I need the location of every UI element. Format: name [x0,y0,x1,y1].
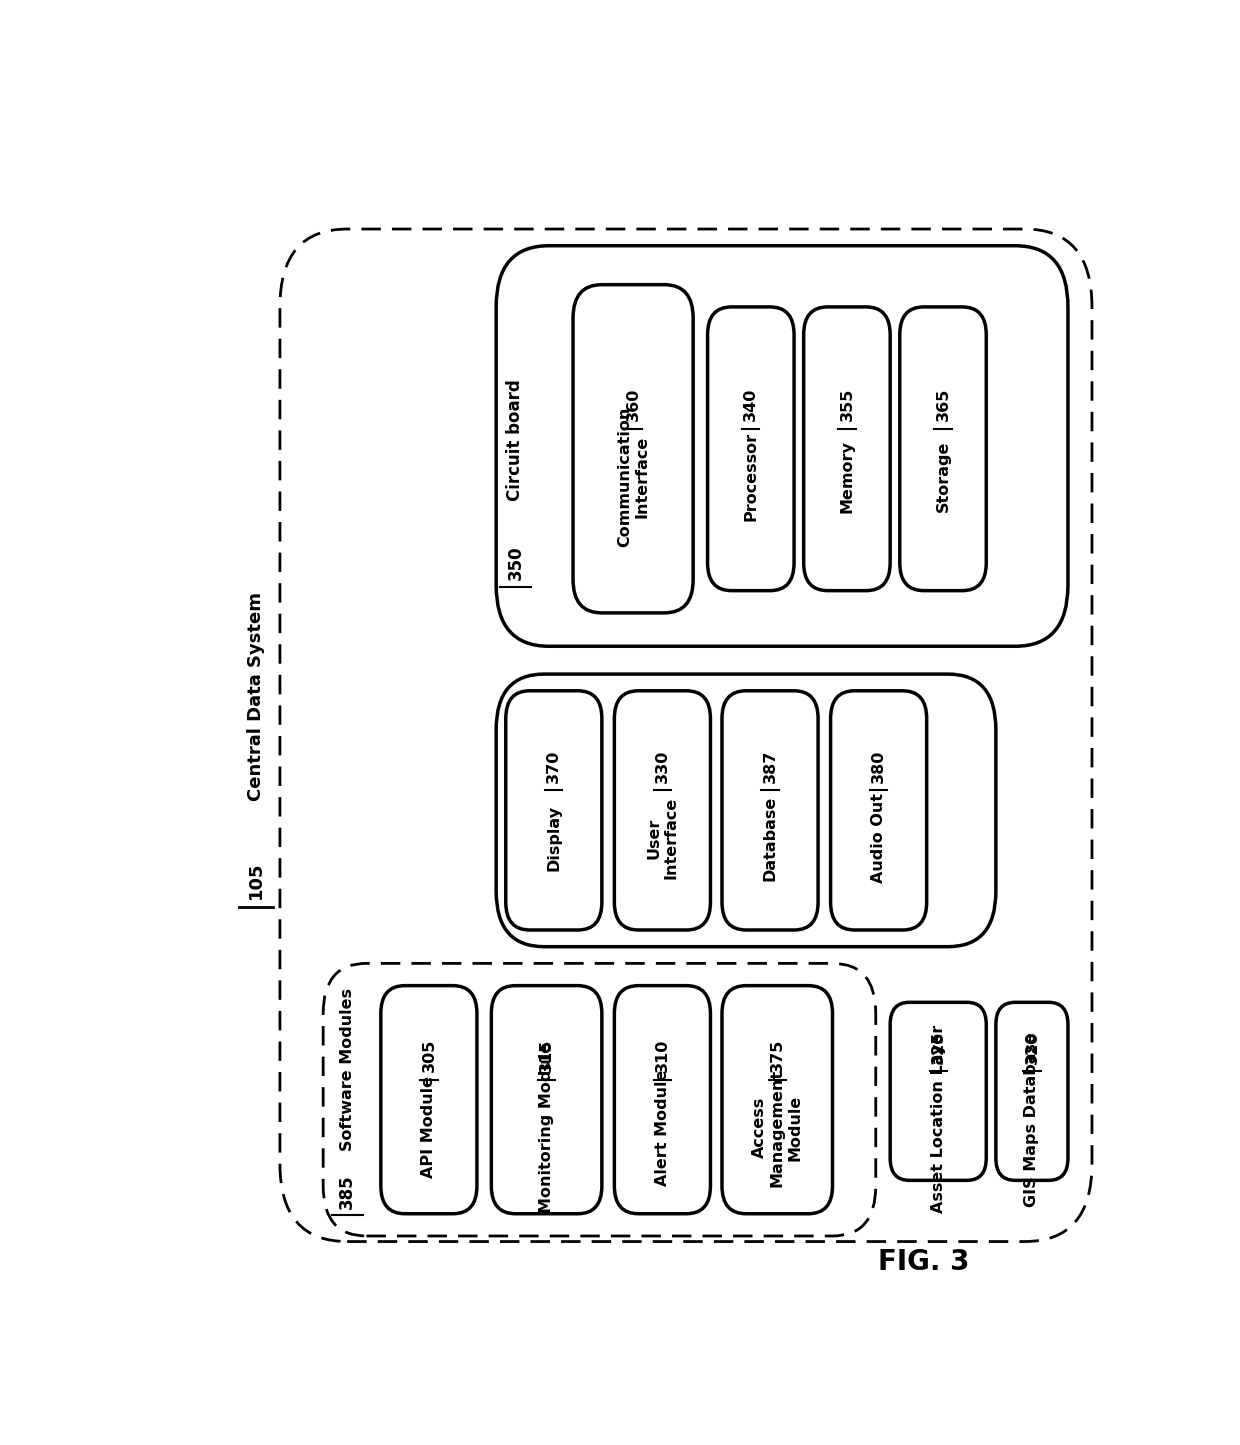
FancyBboxPatch shape [324,964,875,1235]
Text: 387: 387 [763,749,777,783]
FancyBboxPatch shape [280,230,1092,1241]
Text: 340: 340 [743,387,759,420]
Text: Database: Database [763,796,777,881]
FancyBboxPatch shape [996,1003,1068,1181]
Text: 305: 305 [422,1039,436,1072]
Text: 320: 320 [1024,1030,1039,1064]
FancyBboxPatch shape [496,246,1068,646]
Text: Asset Location Layer: Asset Location Layer [931,1025,946,1214]
Text: 375: 375 [770,1039,785,1072]
Text: FIG. 3: FIG. 3 [878,1247,970,1276]
Text: Monitoring Module: Monitoring Module [539,1042,554,1212]
Text: 360: 360 [626,387,641,420]
FancyBboxPatch shape [722,691,818,931]
Text: 325: 325 [931,1030,946,1064]
Text: 380: 380 [872,749,887,783]
Text: GIS Maps Database: GIS Maps Database [1024,1032,1039,1207]
Text: Alert Module: Alert Module [655,1069,670,1186]
Text: Memory: Memory [839,441,854,513]
Text: Circuit board: Circuit board [506,380,525,501]
Text: Software Modules: Software Modules [340,987,355,1150]
Text: Central Data System: Central Data System [247,592,265,801]
FancyBboxPatch shape [506,691,601,931]
Text: 370: 370 [547,749,562,783]
Text: Processor: Processor [743,432,759,522]
Text: 310: 310 [655,1039,670,1072]
FancyBboxPatch shape [708,306,794,591]
Text: Access
Management
Module: Access Management Module [753,1068,802,1186]
Text: User
Interface: User Interface [646,798,678,880]
Text: Storage: Storage [935,441,951,513]
Text: Communication
Interface: Communication Interface [616,406,650,546]
FancyBboxPatch shape [614,985,711,1214]
FancyBboxPatch shape [831,691,926,931]
Text: API Module: API Module [422,1077,436,1179]
FancyBboxPatch shape [496,673,996,946]
FancyBboxPatch shape [890,1003,986,1181]
Text: 315: 315 [539,1039,554,1072]
Text: Audio Out: Audio Out [872,793,887,883]
Text: 105: 105 [247,861,265,899]
Text: 355: 355 [839,387,854,420]
FancyBboxPatch shape [573,285,693,613]
FancyBboxPatch shape [614,691,711,931]
FancyBboxPatch shape [900,306,986,591]
Text: 330: 330 [655,749,670,783]
FancyBboxPatch shape [381,985,477,1214]
FancyBboxPatch shape [722,985,832,1214]
Text: 350: 350 [506,546,525,579]
FancyBboxPatch shape [804,306,890,591]
Text: 365: 365 [935,387,951,420]
Text: Display: Display [547,805,562,871]
Text: 385: 385 [339,1175,356,1209]
FancyBboxPatch shape [491,985,601,1214]
